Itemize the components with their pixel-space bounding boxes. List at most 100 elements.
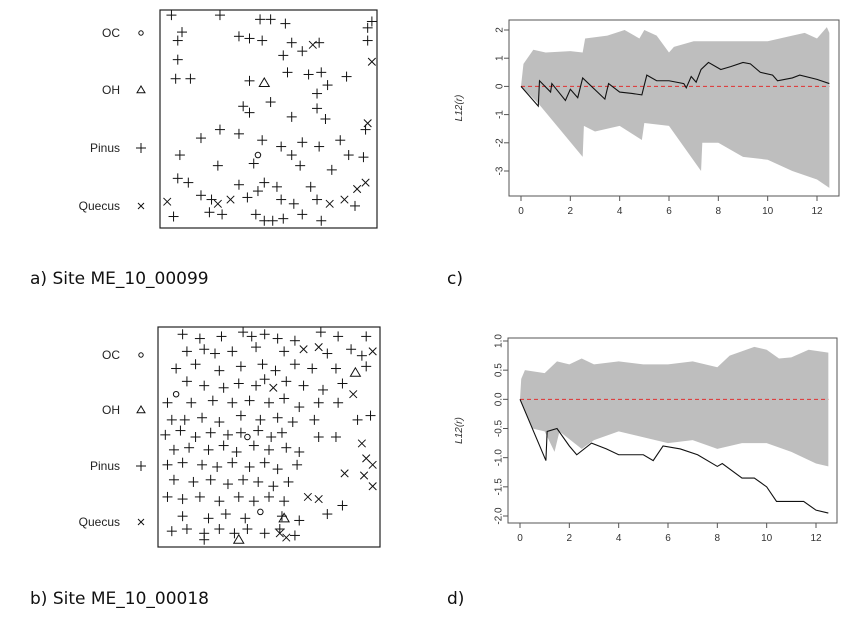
point-a [276, 141, 287, 152]
caption-a: a) Site ME_10_00099 [30, 269, 209, 289]
point-b [274, 524, 285, 535]
point-b [294, 402, 305, 413]
point-a [259, 177, 270, 188]
point-a [238, 101, 249, 112]
point-b [227, 346, 238, 357]
point-a [350, 200, 361, 211]
xtick-label-d: 4 [616, 533, 622, 544]
point-a [320, 114, 331, 124]
point-b [279, 346, 290, 357]
plot-b-frame [157, 326, 381, 548]
xtick-label-c: 0 [518, 206, 524, 217]
point-b [231, 446, 242, 457]
point-a [257, 135, 268, 146]
point-b [368, 482, 377, 491]
point-a [312, 103, 323, 114]
triangle [136, 405, 146, 414]
point-a [185, 73, 196, 84]
cross-b [275, 529, 284, 538]
xtick-label-c: 8 [716, 206, 722, 217]
point-a [288, 198, 299, 209]
point-b [199, 344, 210, 355]
point-b [248, 440, 259, 451]
ytick-label-d: 1.0 [494, 334, 505, 348]
point-a [258, 76, 271, 87]
point-a [267, 215, 278, 226]
point-b [289, 335, 300, 346]
point-a [183, 177, 194, 188]
cross-b [314, 343, 323, 352]
point-a [226, 195, 235, 204]
point-a [213, 199, 222, 208]
point-b [214, 365, 225, 376]
point-a [233, 128, 244, 139]
xtick-label-d: 10 [761, 533, 773, 544]
cross-b [359, 471, 369, 480]
triangle [136, 85, 146, 94]
point-b [349, 390, 358, 399]
point-a [361, 178, 370, 187]
point-a [312, 194, 323, 205]
point-b [282, 533, 291, 542]
point-a [252, 186, 263, 197]
point-b [168, 444, 179, 455]
point-a [214, 10, 225, 21]
point-b [268, 481, 279, 492]
point-b [177, 329, 188, 340]
point-a [366, 16, 377, 27]
point-b [294, 515, 305, 526]
point-b [171, 363, 182, 374]
point-b [210, 348, 220, 359]
point-a [280, 18, 291, 29]
point-a [244, 107, 255, 118]
xtick-label-c: 12 [811, 206, 823, 217]
point-a [343, 150, 354, 161]
legend-b-circle-icon [138, 352, 144, 358]
point-b [199, 380, 210, 391]
point-a [244, 33, 255, 44]
envelope-d [520, 346, 829, 467]
point-a [204, 207, 215, 218]
legend-a-label: OH [102, 83, 120, 97]
point-b [272, 464, 283, 475]
legend-a-plus-icon [136, 143, 146, 153]
triangle [258, 76, 271, 87]
legend-b-label: Pinus [90, 459, 120, 473]
point-b [318, 384, 328, 395]
point-b [314, 343, 323, 352]
point-b [356, 350, 367, 361]
xtick-label-c: 10 [762, 206, 774, 217]
point-b [361, 361, 372, 372]
point-b [349, 366, 362, 377]
point-b [188, 476, 199, 487]
legend-a-circle-icon [138, 30, 144, 36]
point-b [292, 459, 303, 470]
ylabel-d: L12(r) [454, 417, 465, 444]
ytick-label-d: -1.5 [494, 478, 505, 496]
point-a [170, 73, 181, 84]
point-b [359, 471, 369, 480]
point-a [335, 135, 346, 146]
point-a [340, 195, 349, 204]
legend-a-label: Quecus [79, 199, 120, 213]
caption-b: b) Site ME_10_00018 [30, 589, 209, 609]
point-b [333, 331, 344, 342]
point-a [297, 46, 308, 57]
point-b [222, 479, 233, 490]
point-b [330, 363, 341, 374]
cross-b [299, 345, 308, 354]
point-b [272, 412, 283, 423]
point-b [322, 348, 333, 359]
point-b [190, 359, 201, 370]
point-b [238, 327, 249, 338]
plot-c-frame [508, 19, 840, 197]
point-a [362, 22, 373, 33]
point-b [168, 474, 179, 485]
ytick-label-d: -1.0 [494, 449, 505, 467]
ytick-label-d: -0.5 [494, 419, 505, 437]
point-a [308, 40, 317, 49]
point-b [214, 417, 225, 428]
ytick-label-c: -3 [495, 166, 506, 175]
point-a [217, 209, 228, 220]
point-b [322, 509, 333, 520]
